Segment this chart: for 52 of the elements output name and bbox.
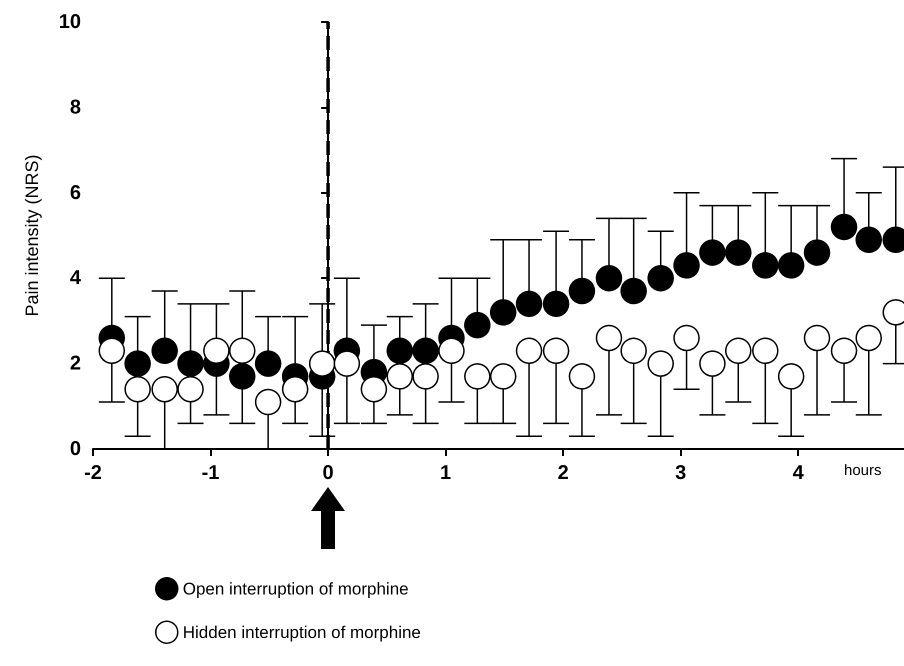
point (673, 324, 700, 352)
point (334, 350, 360, 377)
point (699, 239, 726, 266)
x-tick-label: 0 (322, 462, 334, 484)
point (778, 363, 804, 390)
point (151, 376, 178, 402)
point (177, 350, 204, 377)
y-tick-label: 2 (70, 352, 81, 375)
legend-label: Open interruption of morphine (182, 579, 409, 598)
point (620, 338, 647, 364)
x-tick-label: 2 (558, 462, 569, 484)
point (98, 338, 126, 364)
point (464, 312, 491, 338)
point (830, 338, 858, 364)
x-tick-label: 4 (792, 462, 805, 484)
x-tick-label: 1 (440, 462, 452, 484)
point (254, 388, 282, 416)
point (596, 324, 622, 352)
y-tick-label: 6 (70, 182, 81, 204)
point (804, 239, 830, 266)
point (830, 214, 858, 240)
point (151, 338, 178, 364)
point (699, 350, 726, 377)
x-tick-label: -2 (84, 462, 102, 484)
y-axis-title: Pain intensity (NRS) (22, 154, 42, 317)
point (360, 376, 388, 402)
x-tick-label: -1 (202, 462, 220, 484)
point (596, 264, 622, 292)
x-axis-title: hours (844, 462, 882, 479)
y-tick-label: 4 (70, 267, 82, 290)
point (673, 252, 700, 279)
point (856, 324, 882, 352)
point (229, 363, 256, 390)
point (568, 278, 596, 304)
point (647, 264, 674, 292)
y-tick-label: 0 (70, 438, 81, 460)
y-tick-label: 8 (70, 96, 81, 118)
x-tick-label: 3 (675, 462, 686, 484)
point (568, 363, 596, 390)
legend-label: Hidden interruption of morphine (182, 622, 421, 642)
point (124, 350, 151, 377)
point (620, 278, 647, 304)
point (254, 350, 282, 377)
point (490, 299, 516, 326)
y-tick-label: 10 (58, 11, 81, 33)
point (438, 338, 465, 364)
point (124, 376, 151, 402)
point (725, 239, 752, 266)
point (804, 324, 830, 352)
point (647, 350, 674, 377)
point (412, 338, 439, 364)
point (386, 338, 414, 364)
